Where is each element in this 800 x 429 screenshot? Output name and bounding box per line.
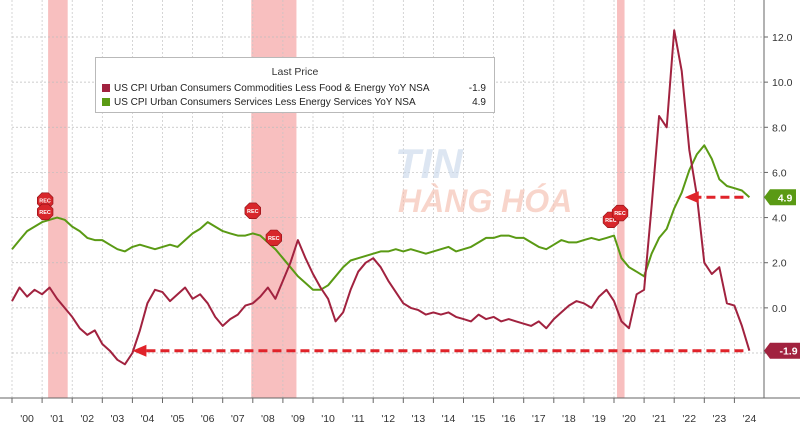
recession-band-0 [48, 0, 68, 398]
x-tick-label-0: '00 [20, 413, 34, 425]
legend-label-commodities: US CPI Urban Consumers Commodities Less … [114, 83, 430, 94]
series-line-1 [11, 144, 751, 291]
x-tick-label-8: '08 [261, 413, 275, 425]
y-tick-label-1: 0.0 [772, 303, 787, 315]
last-value-box-1 [764, 342, 800, 359]
x-tick-label-14: '14 [442, 413, 456, 425]
legend: Last Price US CPI Urban Consumers Commod… [95, 57, 495, 113]
watermark-line2: HÀNG HÓA [398, 183, 572, 219]
rec-marker-5: REC [611, 204, 629, 222]
y-tick-label-4: 6.0 [772, 167, 787, 179]
x-tick-label-5: '05 [171, 413, 185, 425]
x-tick-label-20: '20 [622, 413, 636, 425]
x-tick-label-7: '07 [231, 413, 245, 425]
x-tick-label-11: '11 [352, 413, 365, 425]
legend-entry-commodities: US CPI Urban Consumers Commodities Less … [102, 82, 486, 95]
rec-marker-label-0: REC [39, 199, 51, 205]
x-tick-label-3: '03 [111, 413, 125, 425]
series-lines [11, 29, 751, 366]
arrow-0 [684, 191, 744, 204]
series-line-0 [11, 29, 751, 366]
x-tick-label-24: '24 [743, 413, 757, 425]
recession-band-2 [617, 0, 625, 398]
rec-marker-shape-1 [36, 203, 54, 221]
x-tick-label-13: '13 [412, 413, 426, 425]
rec-marker-shape-3 [265, 229, 283, 246]
x-tick-label-12: '12 [381, 413, 395, 425]
x-tick-label-21: '21 [652, 413, 666, 425]
rec-marker-label-3: REC [268, 236, 280, 242]
watermark-line1: TIN [395, 140, 464, 187]
rec-marker-shape-5 [611, 204, 629, 222]
rec-marker-label-4: REC [605, 218, 617, 224]
x-tick-label-4: '04 [141, 413, 155, 425]
arrow-head-1 [132, 344, 147, 357]
legend-title: Last Price [271, 66, 319, 78]
rec-marker-shape-2 [244, 202, 262, 219]
rec-marker-label-2: REC [247, 209, 259, 215]
x-tick-label-10: '10 [321, 413, 335, 425]
y-tick-label-5: 8.0 [772, 122, 787, 134]
legend-swatch-services [102, 98, 110, 106]
arrow-1 [132, 344, 744, 357]
x-tick-label-1: '01 [50, 413, 64, 425]
rec-marker-2: REC [244, 202, 262, 219]
rec-marker-3: REC [265, 229, 283, 246]
x-tick-label-23: '23 [713, 413, 727, 425]
y-tick-label-7: 12.0 [772, 32, 793, 44]
legend-value-commodities: -1.9 [468, 83, 486, 94]
last-value-label-1: -1.9 [764, 342, 800, 359]
last-value-label-0: 4.9 [764, 189, 796, 206]
last-value-box-0 [764, 189, 796, 206]
last-value-labels: 4.9 -1.9 [764, 189, 800, 359]
legend-swatch-commodities [102, 84, 110, 92]
arrow-head-0 [684, 191, 699, 204]
x-tick-label-16: '16 [502, 413, 516, 425]
x-tick-label-9: '09 [291, 413, 305, 425]
legend-label-services: US CPI Urban Consumers Services Less Ene… [114, 97, 416, 108]
legend-value-services: 4.9 [472, 97, 486, 108]
watermark: TIN HÀNG HÓA [395, 140, 572, 219]
x-tick-label-6: '06 [201, 413, 215, 425]
rec-marker-label-5: REC [614, 211, 626, 217]
rec-marker-1: REC [36, 203, 54, 221]
y-tick-label-2: 2.0 [772, 258, 787, 270]
x-tick-label-18: '18 [562, 413, 576, 425]
x-tick-label-22: '22 [682, 413, 696, 425]
y-tick-label-6: 10.0 [772, 77, 793, 89]
legend-entry-services: US CPI Urban Consumers Services Less Ene… [102, 96, 486, 109]
x-tick-label-2: '02 [80, 413, 94, 425]
x-tick-label-15: '15 [472, 413, 486, 425]
y-tick-label-3: 4.0 [772, 213, 787, 225]
x-tick-label-17: '17 [532, 413, 546, 425]
last-value-text-0: 4.9 [778, 192, 793, 204]
rec-marker-label-1: REC [39, 210, 51, 216]
x-tick-label-19: '19 [592, 413, 606, 425]
annotation-arrows [132, 191, 744, 357]
last-value-text-1: -1.9 [779, 346, 797, 358]
